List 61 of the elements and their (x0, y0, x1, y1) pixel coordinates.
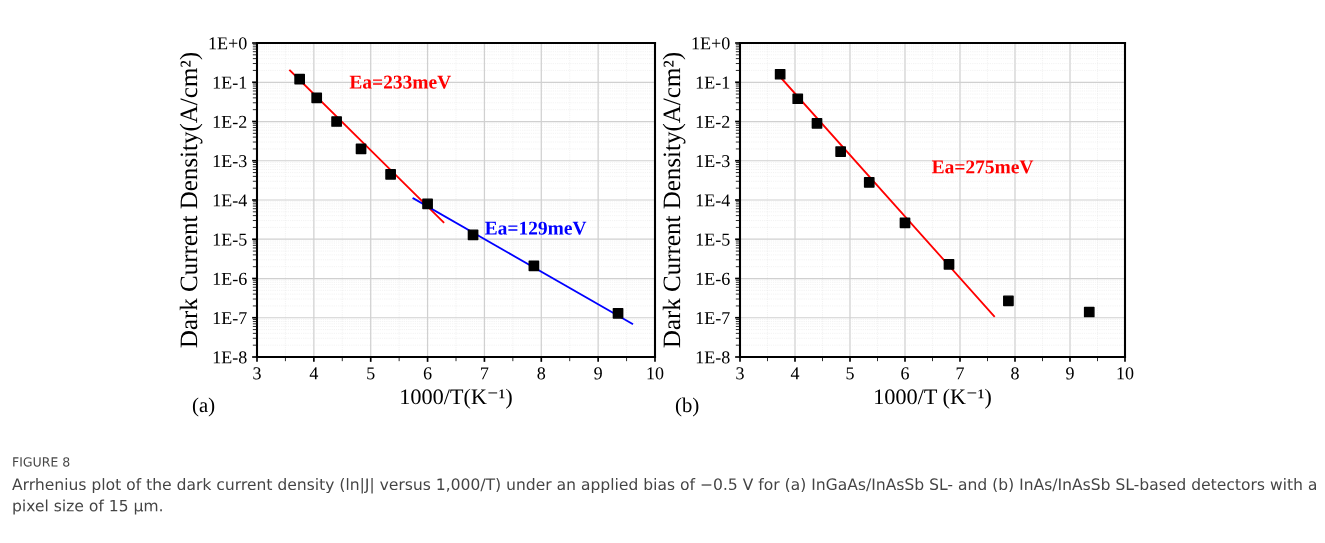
y-tick-label: 1E-8 (213, 351, 247, 364)
x-tick-label: 3 (253, 367, 261, 380)
x-axis-title: 1000/T (K⁻¹) (875, 388, 991, 409)
point (1003, 295, 1014, 307)
annotation: Ea=129meV (485, 221, 587, 235)
y-tick-label: 1E-2 (696, 115, 730, 128)
x-tick-label: 6 (901, 367, 909, 380)
y-tick-label: 1E-1 (696, 76, 730, 89)
y-tick-label: 1E-2 (213, 115, 247, 128)
y-tick-label: 1E-6 (213, 272, 247, 285)
point (294, 73, 305, 85)
point (467, 229, 479, 241)
y-tick-label: 1E-8 (696, 351, 730, 364)
x-tick-label: 8 (1011, 367, 1019, 380)
x-tick-label: 7 (956, 367, 964, 380)
y-tick-label: 1E+0 (692, 37, 730, 50)
x-tick-label: 9 (1066, 367, 1074, 380)
x-tick-label: 9 (594, 367, 602, 380)
point (612, 307, 624, 319)
x-tick-label: 5 (367, 367, 375, 380)
x-tick-label: 4 (309, 367, 319, 380)
caption: FIGURE 8 (13, 457, 70, 467)
y-axis-title: Dark Current Density(A/cm²) (662, 52, 686, 348)
x-tick-label: 8 (537, 367, 546, 380)
point (943, 258, 955, 270)
text: Arrhenius plot of the dark current density (ln|J| versus 1,000/T) under an applied bias of −0.5 V for (a) InGaAs/InAsSb SL- and (b) InAs/InAsSb SL-based detectors with a pixel size of 15 μm. (12, 478, 1317, 515)
point (422, 198, 433, 210)
point (528, 260, 540, 272)
y-tick-label: 1E-4 (213, 194, 247, 207)
y-tick-label: 1E-7 (213, 312, 247, 325)
y-tick-label: 1E-3 (696, 155, 730, 168)
y-tick-label: 1E-6 (696, 272, 730, 285)
y-tick-label: 1E-7 (696, 312, 730, 325)
point (835, 146, 847, 158)
x-tick-label: 10 (1117, 367, 1134, 380)
x-tick-label: 7 (481, 367, 489, 380)
x-tick-label: 5 (846, 367, 854, 380)
y-tick-label: 1E-3 (213, 155, 247, 168)
y-tick-label: 1E-5 (696, 233, 730, 246)
y-tick-label: 1E-4 (696, 194, 730, 207)
point (1083, 306, 1095, 318)
x-axis-title: 1000/T(K⁻¹) (401, 388, 512, 409)
x-tick-label: 3 (736, 367, 744, 380)
x-tick-label: 6 (423, 367, 432, 380)
point (863, 177, 875, 188)
y-tick-label: 1E-5 (213, 233, 247, 246)
annotation: Ea=275meV (931, 160, 1034, 174)
point (811, 117, 823, 129)
text: (b) (675, 397, 699, 417)
point (385, 169, 396, 180)
text: (a) (192, 397, 215, 417)
annotation: Ea=233meV (349, 75, 451, 89)
y-axis-title: Dark Current Density(A/cm²) (179, 52, 203, 348)
point (774, 68, 786, 80)
y-tick-label: 1E+0 (209, 37, 247, 50)
point (311, 92, 323, 104)
y-tick-label: 1E-1 (213, 76, 247, 89)
point (792, 93, 804, 105)
point (331, 116, 342, 127)
x-tick-label: 10 (647, 367, 664, 380)
x-tick-label: 4 (790, 367, 800, 380)
